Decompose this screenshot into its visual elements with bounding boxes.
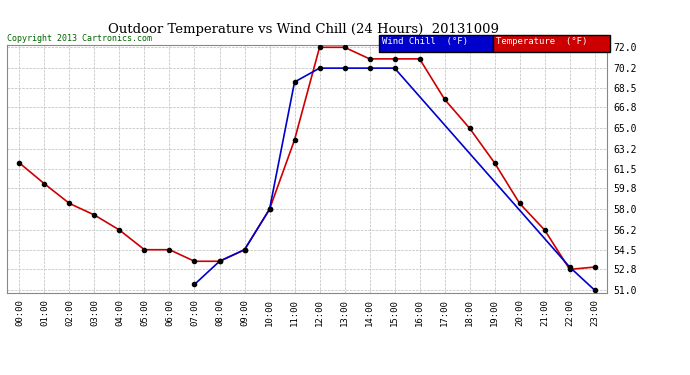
Text: Copyright 2013 Cartronics.com: Copyright 2013 Cartronics.com [7,33,152,42]
FancyBboxPatch shape [379,35,493,52]
Text: Temperature  (°F): Temperature (°F) [496,37,587,46]
Text: Outdoor Temperature vs Wind Chill (24 Hours)  20131009: Outdoor Temperature vs Wind Chill (24 Ho… [108,22,499,36]
Text: Wind Chill  (°F): Wind Chill (°F) [382,37,468,46]
FancyBboxPatch shape [493,35,610,52]
